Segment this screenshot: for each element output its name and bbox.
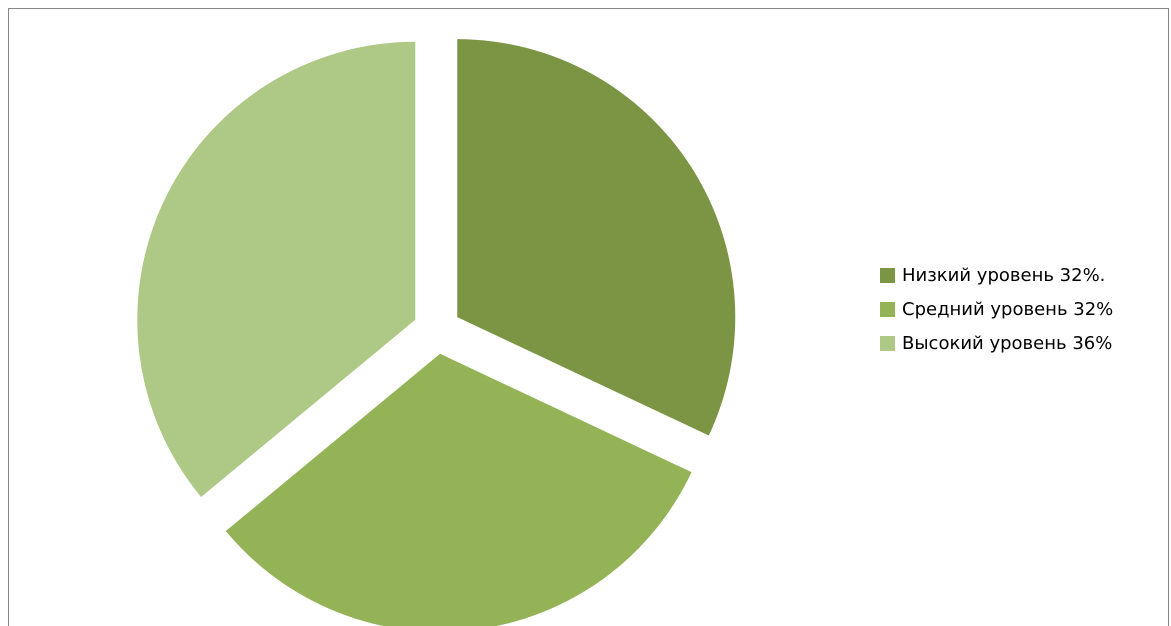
legend-item-high: Высокий уровень 36% <box>880 326 1113 360</box>
legend-item-low: Низкий уровень 32%. <box>880 258 1113 292</box>
pie-slice-medium <box>225 353 692 626</box>
legend: Низкий уровень 32%. Средний уровень 32% … <box>880 258 1113 360</box>
legend-label-medium: Средний уровень 32% <box>902 298 1114 320</box>
legend-label-low: Низкий уровень 32%. <box>902 264 1106 286</box>
legend-swatch-medium <box>880 301 895 317</box>
legend-item-medium: Средний уровень 32% <box>880 292 1113 326</box>
legend-swatch-high <box>880 335 895 351</box>
pie-slice-high <box>137 41 416 497</box>
legend-swatch-low <box>880 267 895 283</box>
legend-label-high: Высокий уровень 36% <box>902 332 1113 354</box>
pie-slice-low <box>457 39 736 436</box>
